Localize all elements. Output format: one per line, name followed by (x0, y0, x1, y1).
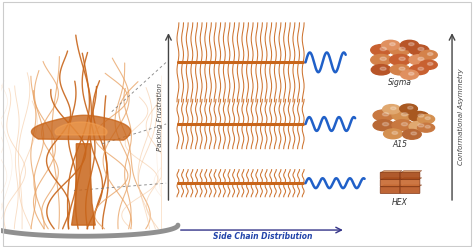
Circle shape (418, 115, 435, 124)
Polygon shape (401, 178, 422, 180)
Circle shape (380, 67, 386, 70)
Circle shape (399, 57, 405, 61)
Circle shape (409, 45, 429, 55)
Text: Conformational Asymmetry: Conformational Asymmetry (457, 68, 464, 165)
Circle shape (390, 45, 410, 56)
Circle shape (428, 53, 433, 55)
Circle shape (401, 40, 419, 50)
FancyBboxPatch shape (400, 186, 420, 193)
Circle shape (402, 129, 421, 139)
Circle shape (373, 110, 394, 121)
Circle shape (419, 50, 437, 60)
Polygon shape (401, 171, 422, 173)
Circle shape (400, 104, 418, 113)
Polygon shape (381, 171, 402, 173)
Polygon shape (381, 178, 402, 180)
Circle shape (383, 113, 389, 116)
Circle shape (409, 111, 429, 122)
Circle shape (382, 40, 400, 50)
Circle shape (418, 57, 424, 61)
Circle shape (418, 124, 424, 127)
Text: A15: A15 (392, 140, 408, 149)
Text: Packing Frustration: Packing Frustration (157, 83, 163, 151)
Polygon shape (72, 144, 95, 225)
FancyBboxPatch shape (380, 179, 400, 186)
Circle shape (390, 43, 395, 46)
Circle shape (371, 64, 391, 75)
Circle shape (418, 67, 424, 70)
FancyBboxPatch shape (400, 172, 420, 179)
Circle shape (371, 55, 392, 65)
Circle shape (409, 55, 429, 65)
Circle shape (408, 106, 413, 109)
Circle shape (371, 45, 392, 56)
Circle shape (399, 47, 405, 51)
Circle shape (392, 110, 413, 121)
Circle shape (401, 70, 419, 79)
Circle shape (409, 43, 414, 46)
Circle shape (418, 47, 424, 51)
Circle shape (409, 72, 414, 75)
Circle shape (418, 123, 435, 132)
FancyBboxPatch shape (380, 172, 400, 179)
Circle shape (428, 62, 433, 65)
Text: HEX: HEX (392, 198, 408, 207)
Circle shape (391, 107, 396, 110)
Circle shape (373, 120, 394, 131)
Circle shape (411, 132, 417, 135)
Circle shape (425, 117, 430, 120)
Polygon shape (381, 185, 402, 187)
Text: Sigma: Sigma (388, 78, 412, 87)
Text: Side Chain Distribution: Side Chain Distribution (213, 232, 313, 241)
Circle shape (392, 131, 398, 134)
Circle shape (380, 47, 386, 51)
Circle shape (410, 65, 428, 75)
Polygon shape (55, 122, 107, 135)
Circle shape (399, 67, 405, 70)
Polygon shape (401, 185, 422, 187)
Circle shape (390, 55, 410, 65)
Circle shape (390, 64, 410, 75)
Circle shape (392, 120, 413, 131)
Circle shape (418, 114, 424, 117)
FancyBboxPatch shape (400, 179, 420, 186)
FancyBboxPatch shape (380, 186, 400, 193)
Circle shape (409, 121, 429, 132)
Circle shape (380, 57, 386, 61)
Circle shape (383, 105, 401, 114)
Circle shape (419, 60, 437, 69)
Circle shape (401, 123, 408, 126)
Circle shape (383, 129, 402, 139)
Polygon shape (31, 115, 131, 140)
Circle shape (401, 113, 408, 116)
Circle shape (383, 123, 389, 126)
Circle shape (425, 125, 430, 128)
